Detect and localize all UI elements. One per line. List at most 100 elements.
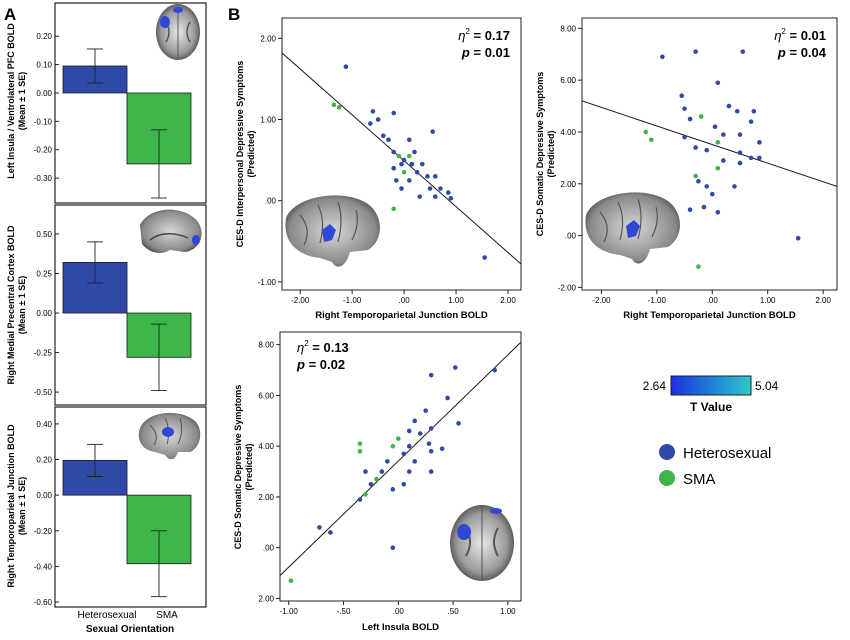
x-tick-label: .00 bbox=[399, 296, 411, 305]
point-sma bbox=[696, 264, 701, 269]
point-heterosexual bbox=[432, 174, 438, 179]
point-heterosexual bbox=[427, 186, 433, 191]
legend-label-sma: SMA bbox=[683, 471, 716, 488]
eta-symbol: η bbox=[297, 340, 304, 355]
point-heterosexual bbox=[679, 93, 685, 99]
y-tick-label: 0.00 bbox=[36, 89, 52, 98]
point-heterosexual bbox=[414, 169, 420, 175]
y-axis-label: CES-D Interpersonal Depressive Symptoms(… bbox=[235, 61, 256, 248]
point-heterosexual bbox=[704, 184, 710, 189]
p-value-annotation: p = 0.02 bbox=[296, 357, 345, 372]
point-heterosexual bbox=[734, 108, 740, 114]
eta-squared-annotation: η2 = 0.01 bbox=[774, 27, 826, 43]
point-heterosexual bbox=[740, 49, 746, 54]
x-tick-label: .50 bbox=[448, 607, 460, 616]
point-sma bbox=[391, 206, 397, 212]
x-tick-label: 2.00 bbox=[500, 296, 516, 305]
point-sma bbox=[357, 441, 363, 446]
y-tick-label: 0.25 bbox=[36, 270, 52, 279]
y-axis-label: CES-D Somatic Depressive Symptoms(Predic… bbox=[535, 72, 556, 237]
y-tick-label: -0.60 bbox=[34, 598, 53, 607]
point-heterosexual bbox=[370, 109, 376, 114]
x-tick-label: -1.00 bbox=[648, 296, 667, 305]
point-heterosexual bbox=[428, 469, 434, 474]
point-heterosexual bbox=[357, 497, 363, 502]
y-tick-label: -0.20 bbox=[34, 527, 53, 536]
point-sma bbox=[406, 153, 412, 159]
point-heterosexual bbox=[696, 178, 701, 184]
y-tick-label: 0.40 bbox=[36, 420, 52, 429]
point-heterosexual bbox=[343, 64, 349, 70]
x-tick-label: -.50 bbox=[337, 607, 351, 616]
eta-superscript: 2 bbox=[465, 27, 470, 36]
y-tick-label: -0.40 bbox=[34, 562, 53, 571]
brain-lateral-inset-b2 bbox=[585, 192, 680, 264]
point-heterosexual bbox=[390, 487, 396, 492]
x-axis-label: Right Temporoparietal Junction BOLD bbox=[315, 310, 488, 321]
point-heterosexual bbox=[757, 140, 762, 145]
y-tick-label: .00 bbox=[263, 544, 275, 553]
point-heterosexual bbox=[737, 132, 743, 137]
x-tick-label: 2.00 bbox=[815, 296, 831, 305]
legend-marker-heterosexual bbox=[659, 444, 675, 460]
point-sma bbox=[693, 173, 698, 179]
point-heterosexual bbox=[381, 133, 386, 139]
point-heterosexual bbox=[363, 469, 368, 474]
point-sma bbox=[336, 105, 342, 110]
point-heterosexual bbox=[399, 161, 404, 167]
point-sma bbox=[643, 129, 649, 135]
p-value: = 0.01 bbox=[470, 45, 510, 60]
point-heterosexual bbox=[721, 158, 726, 163]
y-tick-label: 0.50 bbox=[36, 230, 52, 239]
point-heterosexual bbox=[456, 421, 461, 426]
point-heterosexual bbox=[391, 110, 397, 116]
y-axis-label-line: CES-D Interpersonal Depressive Symptoms bbox=[235, 61, 245, 248]
y-tick-label: 2.00 bbox=[258, 493, 274, 502]
y-tick-label: 2.00 bbox=[258, 594, 274, 603]
point-sma bbox=[331, 102, 337, 108]
legend-label-heterosexual: Heterosexual bbox=[683, 445, 771, 462]
regression-line bbox=[280, 341, 521, 576]
y-tick-label: -0.20 bbox=[34, 146, 53, 155]
point-heterosexual bbox=[737, 160, 743, 166]
plot-frame bbox=[281, 17, 522, 291]
point-heterosexual bbox=[425, 174, 430, 179]
point-heterosexual bbox=[660, 54, 665, 60]
y-tick-label: -0.30 bbox=[34, 174, 53, 183]
x-tick-label: 1.00 bbox=[448, 296, 464, 305]
point-heterosexual bbox=[390, 545, 396, 551]
point-heterosexual bbox=[426, 441, 432, 446]
point-heterosexual bbox=[391, 149, 397, 155]
plot-frame bbox=[581, 17, 838, 291]
y-axis-label-line: (Mean ± 1 SE) bbox=[17, 276, 27, 334]
point-heterosexual bbox=[795, 235, 801, 241]
point-heterosexual bbox=[428, 448, 434, 454]
eta-squared-annotation: η2 = 0.17 bbox=[458, 27, 510, 43]
point-heterosexual bbox=[452, 365, 458, 370]
point-heterosexual bbox=[391, 165, 397, 171]
y-tick-label: 6.00 bbox=[258, 391, 274, 400]
point-heterosexual bbox=[682, 106, 687, 111]
p-value-annotation: p = 0.01 bbox=[461, 45, 510, 60]
panel-label-a: A bbox=[4, 5, 16, 24]
y-tick-label: 2.00 bbox=[560, 180, 576, 189]
y-tick-label: -2.00 bbox=[558, 283, 577, 292]
point-heterosexual bbox=[406, 443, 412, 449]
point-sma bbox=[698, 114, 704, 119]
y-tick-label: 0.10 bbox=[36, 61, 52, 70]
point-sma bbox=[374, 476, 379, 482]
y-axis-label: Right Medial Precentral Cortex BOLD(Mean… bbox=[6, 225, 27, 385]
y-axis-label-line: Left Insula / Ventrolateral PFC BOLD bbox=[6, 23, 16, 179]
point-heterosexual bbox=[687, 207, 693, 212]
point-heterosexual bbox=[726, 103, 732, 109]
plot-frame bbox=[279, 331, 522, 602]
bar-panel-2-frame bbox=[54, 204, 207, 406]
x-tick-label: 1.00 bbox=[760, 296, 776, 305]
scatter-interpersonal-vs-tpj: -2.00 -1.00 .00 1.00 2.00 -1.00 .00 1.00 2.00 η2 … bbox=[235, 17, 522, 321]
x-tick-label: -2.00 bbox=[291, 296, 310, 305]
point-heterosexual bbox=[445, 190, 451, 195]
point-sma bbox=[363, 492, 368, 497]
point-heterosexual bbox=[406, 428, 412, 434]
eta-symbol: η bbox=[458, 28, 465, 43]
point-heterosexual bbox=[430, 129, 435, 134]
